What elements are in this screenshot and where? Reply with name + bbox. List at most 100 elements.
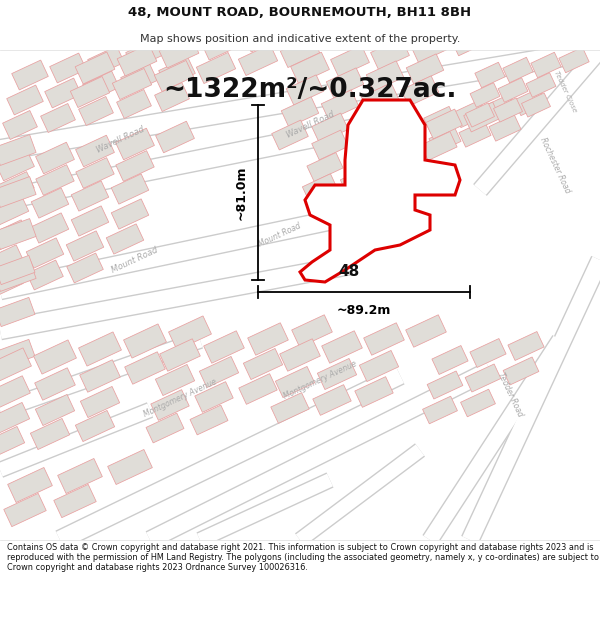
Polygon shape xyxy=(0,149,34,181)
Polygon shape xyxy=(508,331,544,361)
Polygon shape xyxy=(4,493,46,527)
Polygon shape xyxy=(280,36,320,68)
Polygon shape xyxy=(121,64,157,94)
Polygon shape xyxy=(151,389,189,421)
Polygon shape xyxy=(58,459,103,494)
Polygon shape xyxy=(164,32,200,62)
Polygon shape xyxy=(0,261,36,291)
Polygon shape xyxy=(406,315,446,348)
Text: Wavell Road: Wavell Road xyxy=(95,125,145,155)
Polygon shape xyxy=(432,346,468,374)
Polygon shape xyxy=(169,316,211,350)
Polygon shape xyxy=(31,188,69,218)
Polygon shape xyxy=(302,174,338,203)
Polygon shape xyxy=(465,364,501,392)
Polygon shape xyxy=(36,164,74,196)
Polygon shape xyxy=(116,128,154,160)
Polygon shape xyxy=(0,172,34,202)
Text: ~81.0m: ~81.0m xyxy=(235,165,248,220)
Polygon shape xyxy=(155,82,190,111)
Polygon shape xyxy=(406,54,444,84)
Polygon shape xyxy=(79,332,121,366)
Polygon shape xyxy=(248,322,289,355)
Text: ~1322m²/~0.327ac.: ~1322m²/~0.327ac. xyxy=(163,77,457,103)
Polygon shape xyxy=(371,38,409,70)
Polygon shape xyxy=(326,68,364,98)
Polygon shape xyxy=(111,199,149,229)
Text: 48, MOUNT ROAD, BOURNEMOUTH, BH11 8BH: 48, MOUNT ROAD, BOURNEMOUTH, BH11 8BH xyxy=(128,6,472,19)
Text: Wavell Road: Wavell Road xyxy=(407,166,453,194)
Polygon shape xyxy=(379,160,413,188)
Polygon shape xyxy=(107,449,152,484)
Polygon shape xyxy=(429,127,461,153)
Text: Tedder Road: Tedder Road xyxy=(496,371,524,419)
Polygon shape xyxy=(280,339,320,371)
Polygon shape xyxy=(300,100,460,282)
Polygon shape xyxy=(359,351,398,381)
Polygon shape xyxy=(464,102,500,132)
Polygon shape xyxy=(383,139,419,168)
Polygon shape xyxy=(203,331,244,363)
Polygon shape xyxy=(355,377,393,408)
Text: 48: 48 xyxy=(338,264,359,279)
Polygon shape xyxy=(345,146,381,174)
Polygon shape xyxy=(196,52,236,84)
Polygon shape xyxy=(112,69,152,99)
Polygon shape xyxy=(71,181,109,211)
Polygon shape xyxy=(364,322,404,355)
Text: Mount Road: Mount Road xyxy=(110,245,160,275)
Polygon shape xyxy=(271,392,309,423)
Polygon shape xyxy=(124,324,166,358)
Polygon shape xyxy=(67,253,103,283)
Polygon shape xyxy=(0,426,25,458)
Polygon shape xyxy=(243,20,283,52)
Polygon shape xyxy=(26,238,64,268)
Polygon shape xyxy=(80,360,121,392)
Polygon shape xyxy=(54,484,96,518)
Polygon shape xyxy=(0,402,29,434)
Polygon shape xyxy=(0,267,23,297)
Polygon shape xyxy=(244,349,283,379)
Polygon shape xyxy=(159,36,199,68)
Polygon shape xyxy=(521,93,550,117)
Polygon shape xyxy=(272,120,308,150)
Text: Map shows position and indicative extent of the property.: Map shows position and indicative extent… xyxy=(140,34,460,44)
Polygon shape xyxy=(116,151,154,181)
Polygon shape xyxy=(155,364,194,396)
Polygon shape xyxy=(401,76,439,106)
Polygon shape xyxy=(2,111,37,139)
Polygon shape xyxy=(26,260,64,290)
Polygon shape xyxy=(116,89,151,119)
Polygon shape xyxy=(35,394,74,426)
Polygon shape xyxy=(239,374,277,404)
Polygon shape xyxy=(0,376,31,408)
Polygon shape xyxy=(71,206,109,236)
Polygon shape xyxy=(311,130,349,160)
Polygon shape xyxy=(111,174,149,204)
Polygon shape xyxy=(352,106,388,136)
Polygon shape xyxy=(76,135,115,167)
Polygon shape xyxy=(321,90,359,120)
Polygon shape xyxy=(199,356,239,388)
Text: Contains OS data © Crown copyright and database right 2021. This information is : Contains OS data © Crown copyright and d… xyxy=(7,542,599,572)
Polygon shape xyxy=(427,371,463,399)
Polygon shape xyxy=(350,123,386,153)
Polygon shape xyxy=(154,61,194,91)
Polygon shape xyxy=(425,109,463,139)
Polygon shape xyxy=(70,76,110,108)
Polygon shape xyxy=(190,405,228,435)
Polygon shape xyxy=(285,12,325,44)
Text: ~89.2m: ~89.2m xyxy=(337,304,391,317)
Polygon shape xyxy=(0,256,35,284)
Polygon shape xyxy=(11,60,49,90)
Polygon shape xyxy=(503,357,539,385)
Polygon shape xyxy=(559,48,589,72)
Text: Tedder Close: Tedder Close xyxy=(553,71,577,114)
Polygon shape xyxy=(35,368,76,400)
Polygon shape xyxy=(50,53,86,83)
Polygon shape xyxy=(88,46,124,76)
Polygon shape xyxy=(322,331,362,363)
Polygon shape xyxy=(155,121,194,152)
Polygon shape xyxy=(292,315,332,348)
Polygon shape xyxy=(466,103,494,127)
